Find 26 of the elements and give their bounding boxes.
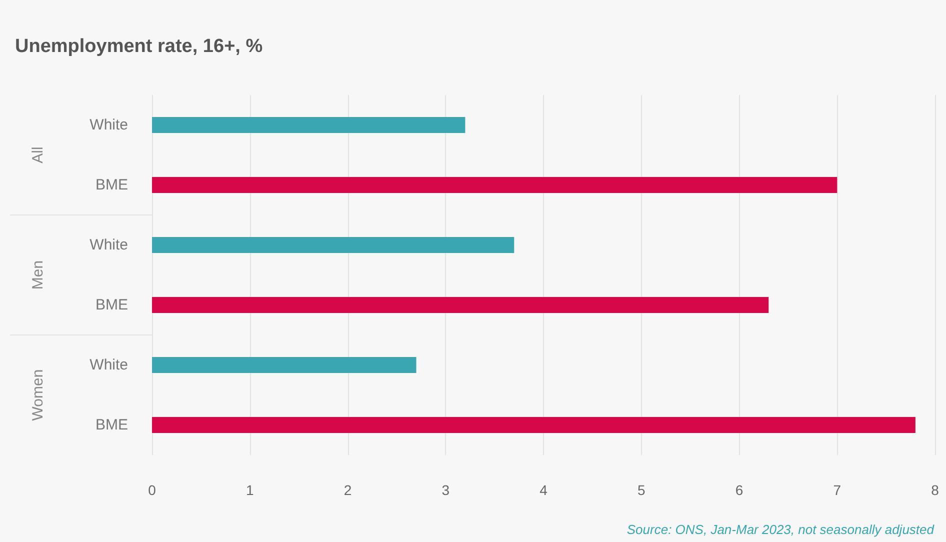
bar [152,357,416,373]
bar [152,117,466,133]
x-tick-label: 3 [442,482,450,498]
bar [152,417,916,433]
y-tick-label: BME [95,176,128,194]
source-note: Source: ONS, Jan-Mar 2023, not seasonally adjusted [626,522,935,537]
text: Women [30,369,46,421]
y-tick-label: BME [95,416,128,434]
text: Men [30,260,46,290]
y-tick-label: BME [95,296,128,314]
y-tick-label: White [90,236,128,254]
x-tick-label: 8 [931,482,940,498]
x-tick-label: 7 [833,482,842,498]
text: All [30,146,46,164]
x-tick-label: 0 [148,482,156,498]
chart-title: Unemployment rate, 16+, % [15,36,263,57]
x-tick-label: 4 [540,482,548,498]
bar [152,237,514,253]
bar [152,177,838,193]
x-tick-label: 5 [637,482,646,498]
x-tick-label: 2 [344,482,352,498]
y-tick-label: White [90,116,128,134]
x-tick-label: 1 [246,482,254,498]
y-tick-label: White [90,356,128,374]
bar [152,297,769,313]
x-tick-label: 6 [735,482,744,498]
